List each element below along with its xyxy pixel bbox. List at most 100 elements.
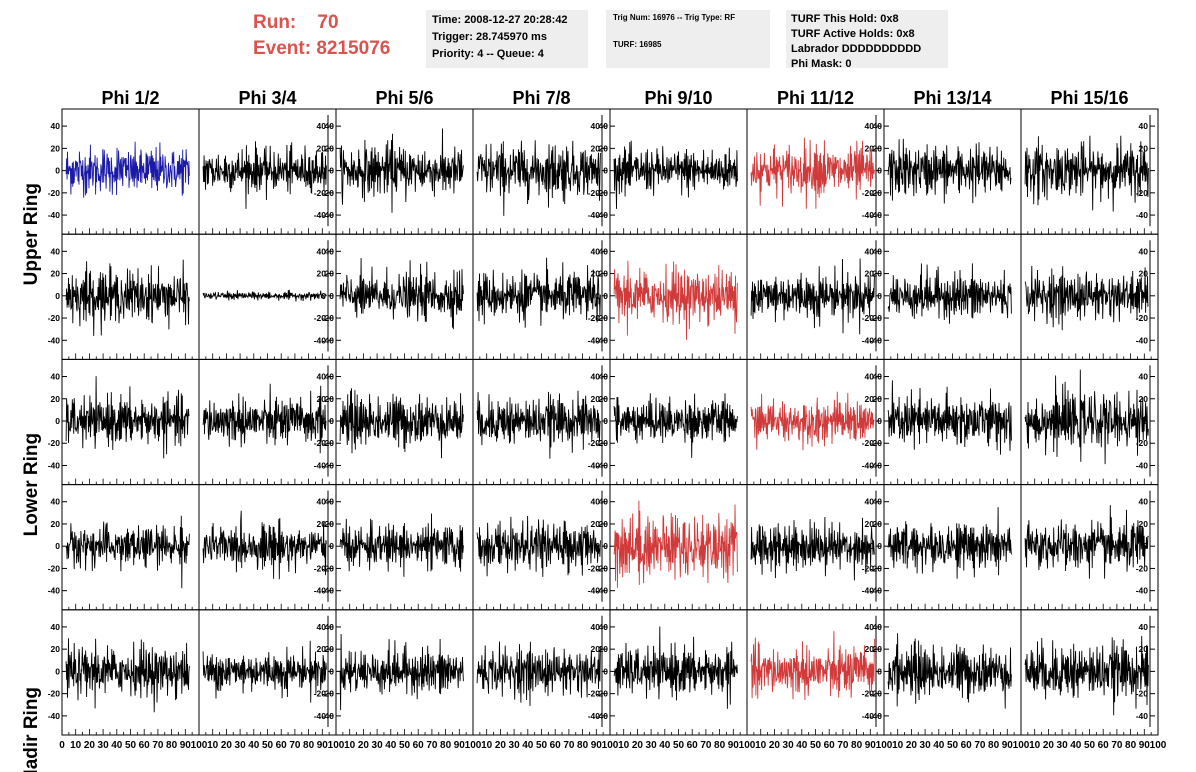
trigger-text: Trigger: 28.745970 ms xyxy=(432,31,547,43)
x-tick-label: 70 xyxy=(426,740,438,751)
y-tick-label: 40 xyxy=(325,372,335,382)
y-tick-label: -40 xyxy=(596,335,609,345)
y-tick-label: 20 xyxy=(325,269,335,279)
y-tick-label: -40 xyxy=(48,586,61,596)
waveform-trace xyxy=(202,510,327,580)
y-tick-label: 40 xyxy=(325,497,335,507)
y-tick-label: -40 xyxy=(314,460,327,470)
x-tick-label: 90 xyxy=(1139,740,1151,751)
y-tick-label: 40 xyxy=(1139,622,1149,632)
waveform-trace xyxy=(65,259,190,336)
x-tick-label: 20 xyxy=(84,740,96,751)
y-tick-label: -40 xyxy=(588,210,601,220)
y-tick-label: -40 xyxy=(48,460,61,470)
waveform-trace xyxy=(339,513,464,577)
y-tick-label: 20 xyxy=(591,143,601,153)
waveform-trace xyxy=(613,626,738,709)
x-tick-label: 50 xyxy=(399,740,411,751)
y-tick-label: 20 xyxy=(325,143,335,153)
y-tick-label: 20 xyxy=(325,644,335,654)
x-tick-label: 60 xyxy=(687,740,699,751)
x-tick-label: 20 xyxy=(495,740,507,751)
y-tick-label: -20 xyxy=(596,438,609,448)
x-tick-label: 10 xyxy=(70,740,82,751)
y-tick-label: 20 xyxy=(51,394,61,404)
y-tick-label: 20 xyxy=(1139,143,1149,153)
y-tick-label: -40 xyxy=(48,210,61,220)
x-tick-label: 90 xyxy=(1002,740,1014,751)
waveform-trace xyxy=(65,141,190,198)
y-tick-label: 40 xyxy=(325,121,335,131)
x-tick-label: 60 xyxy=(824,740,836,751)
y-tick-label: 0 xyxy=(55,666,60,676)
y-tick-label: 20 xyxy=(51,644,61,654)
y-tick-label: -20 xyxy=(48,689,61,699)
y-tick-label: -20 xyxy=(862,438,875,448)
column-header: Phi 13/14 xyxy=(913,88,991,108)
y-tick-label: -40 xyxy=(870,711,883,721)
x-tick-label: 100 xyxy=(1013,740,1030,751)
x-tick-label: 70 xyxy=(152,740,164,751)
y-tick-label: 40 xyxy=(599,497,609,507)
x-tick-label: 60 xyxy=(413,740,425,751)
waveform-trace xyxy=(476,641,601,706)
waveform-trace xyxy=(750,258,875,335)
x-tick-label: 10 xyxy=(207,740,219,751)
y-tick-label: -20 xyxy=(314,689,327,699)
y-tick-label: 20 xyxy=(865,644,875,654)
waveform-trace xyxy=(613,393,738,458)
waveform-trace xyxy=(750,516,875,581)
x-tick-label: 40 xyxy=(522,740,534,751)
y-tick-label: 20 xyxy=(1139,394,1149,404)
y-tick-label: -40 xyxy=(588,586,601,596)
y-tick-label: -20 xyxy=(588,563,601,573)
y-tick-label: 40 xyxy=(865,622,875,632)
y-tick-label: 0 xyxy=(877,416,882,426)
x-tick-label: 80 xyxy=(714,740,726,751)
y-tick-label: 0 xyxy=(55,416,60,426)
y-tick-label: 40 xyxy=(865,246,875,256)
x-tick-label: 60 xyxy=(139,740,151,751)
x-tick-label: 50 xyxy=(810,740,822,751)
waveform-trace xyxy=(613,500,738,588)
y-tick-label: 40 xyxy=(1139,121,1149,131)
x-tick-label: 90 xyxy=(591,740,603,751)
y-tick-label: 0 xyxy=(329,291,334,301)
turf-info-box: TURF This Hold: 0x8 TURF Active Holds: 0… xyxy=(786,10,948,70)
y-tick-label: 40 xyxy=(865,121,875,131)
x-tick-label: 100 xyxy=(191,740,208,751)
y-tick-label: -20 xyxy=(870,313,883,323)
y-tick-label: -20 xyxy=(322,563,335,573)
x-tick-label: 20 xyxy=(632,740,644,751)
x-tick-label: 40 xyxy=(111,740,123,751)
row-label: Lower Ring xyxy=(21,433,42,536)
y-tick-label: 0 xyxy=(55,166,60,176)
x-tick-label: 20 xyxy=(1043,740,1055,751)
y-tick-label: 40 xyxy=(599,246,609,256)
y-tick-label: 20 xyxy=(599,143,609,153)
y-tick-label: -20 xyxy=(1136,689,1149,699)
waveform-trace xyxy=(750,631,875,701)
y-tick-label: 0 xyxy=(877,291,882,301)
y-tick-label: -40 xyxy=(314,711,327,721)
x-tick-label: 30 xyxy=(1057,740,1069,751)
x-tick-label: 0 xyxy=(59,740,65,751)
y-tick-label: 0 xyxy=(603,666,608,676)
y-tick-label: 40 xyxy=(591,622,601,632)
waveform-trace xyxy=(887,263,1012,324)
y-tick-label: -40 xyxy=(588,335,601,345)
y-tick-label: 20 xyxy=(873,143,883,153)
y-tick-label: 40 xyxy=(51,497,61,507)
y-tick-label: 0 xyxy=(329,541,334,551)
x-tick-label: 90 xyxy=(728,740,740,751)
x-tick-label: 80 xyxy=(1125,740,1137,751)
x-tick-label: 40 xyxy=(248,740,260,751)
run-label: Run: xyxy=(253,12,297,33)
y-tick-label: -40 xyxy=(588,460,601,470)
waveform-trace xyxy=(1024,635,1149,716)
y-tick-label: -40 xyxy=(862,460,875,470)
y-tick-label: 0 xyxy=(329,166,334,176)
y-tick-label: -20 xyxy=(322,188,335,198)
x-tick-label: 80 xyxy=(440,740,452,751)
